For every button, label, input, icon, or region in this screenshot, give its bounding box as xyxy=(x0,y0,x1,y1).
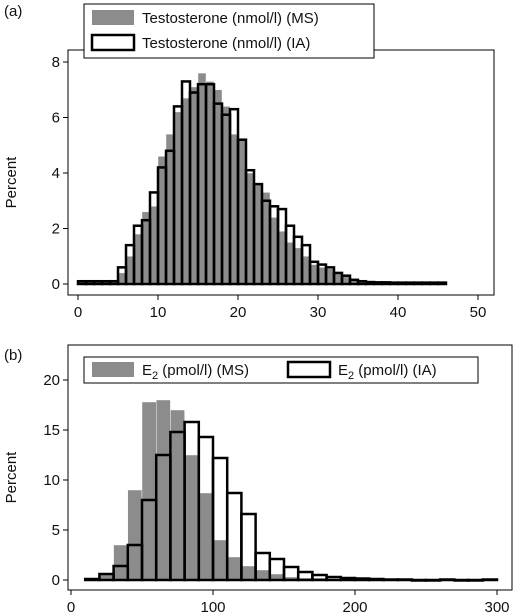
histogram-bar xyxy=(141,401,157,581)
x-tick-label: 100 xyxy=(200,599,225,614)
histogram-bar xyxy=(198,492,214,581)
legend: E2 (pmol/l) (MS) E2 (pmol/l) (IA) xyxy=(83,356,479,384)
histogram-bar xyxy=(155,399,171,581)
legend-swatch xyxy=(92,362,134,377)
histogram-bar xyxy=(170,409,185,581)
histogram-bar-outline xyxy=(311,573,328,582)
legend-label: Testosterone (nmol/l) (MS) xyxy=(142,10,319,27)
histogram-bar xyxy=(255,569,271,581)
y-tick-label: 15 xyxy=(43,422,60,439)
outline-series xyxy=(76,80,448,286)
y-axis-label: Percent xyxy=(3,451,20,504)
x-tick-label: 30 xyxy=(310,304,327,321)
x-tick-label: 50 xyxy=(470,304,487,321)
panel-a-testosterone-histogram: (a) Percent 0 2 4 6 8 0 10 20 30 40 50 Testosterone (… xyxy=(3,3,495,321)
legend-box xyxy=(83,356,479,384)
x-tick-label: 300 xyxy=(484,599,509,614)
y-tick-label: 20 xyxy=(43,372,60,389)
y-axis-label: Percent xyxy=(3,156,20,209)
legend-label-main: E xyxy=(142,362,152,379)
y-tick-label: 2 xyxy=(52,221,60,238)
histogram-bar xyxy=(184,454,200,581)
x-tick-label: 40 xyxy=(390,304,407,321)
x-tick-label: 200 xyxy=(342,599,367,614)
histogram-bar-outline xyxy=(296,570,314,582)
legend-label: E2 (pmol/l) (IA) xyxy=(338,362,437,382)
legend: Testosterone (nmol/l) (MS) Testosterone (… xyxy=(83,3,375,59)
y-tick-label: 0 xyxy=(52,572,60,589)
x-tick-label: 20 xyxy=(230,304,247,321)
legend-label: Testosterone (nmol/l) (IA) xyxy=(142,35,310,52)
legend-label-rest: (pmol/l) (IA) xyxy=(354,362,437,379)
legend-swatch xyxy=(90,33,136,52)
legend-swatch xyxy=(92,10,134,25)
y-tick-label: 6 xyxy=(52,110,60,127)
y-tick-label: 4 xyxy=(52,165,60,182)
y-tick-label: 8 xyxy=(52,54,60,71)
histogram-bar xyxy=(226,556,242,581)
legend-label-main: E xyxy=(338,362,348,379)
histogram-bar xyxy=(127,489,143,581)
filled-series xyxy=(84,399,384,581)
x-tick-label: 0 xyxy=(74,304,82,321)
x-tick-label: 0 xyxy=(67,599,75,614)
x-tick-label: 10 xyxy=(150,304,167,321)
histogram-bar xyxy=(113,544,128,581)
histogram-bar xyxy=(241,565,256,581)
histogram-bar xyxy=(212,539,228,581)
plot-frame xyxy=(67,344,513,591)
y-tick-label: 10 xyxy=(43,472,60,489)
panel-label: (b) xyxy=(4,347,22,364)
legend-swatch xyxy=(286,360,332,379)
legend-label-subscript: 2 xyxy=(348,370,354,382)
panel-label: (a) xyxy=(4,3,22,20)
legend-label-subscript: 2 xyxy=(152,370,158,382)
legend-label-rest: (pmol/l) (MS) xyxy=(158,362,249,379)
legend-label: E2 (pmol/l) (MS) xyxy=(142,362,249,382)
y-tick-label: 5 xyxy=(52,522,60,539)
y-tick-label: 0 xyxy=(52,276,60,293)
